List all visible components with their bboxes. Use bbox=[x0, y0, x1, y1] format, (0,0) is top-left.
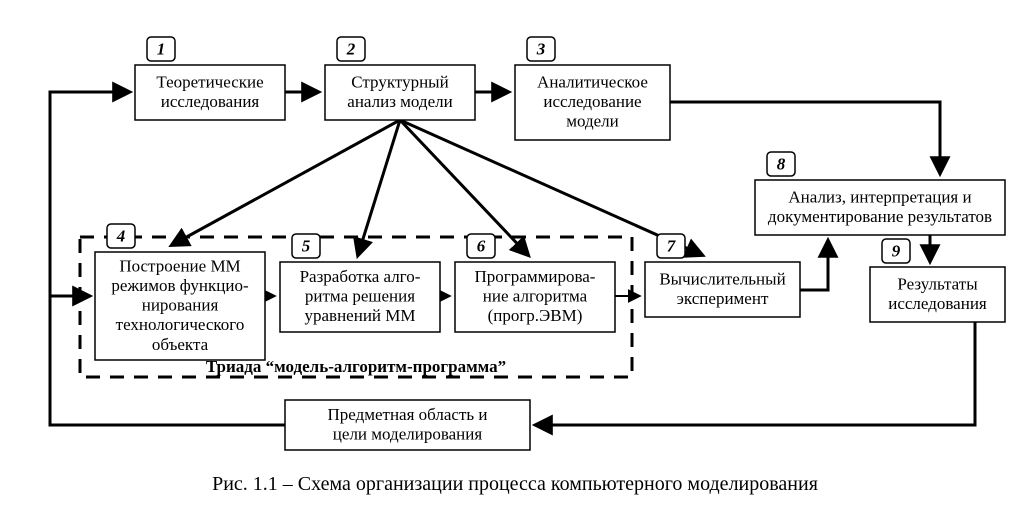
node-label: Построение ММ bbox=[119, 257, 240, 276]
node-n2: Структурныйанализ модели 2 bbox=[325, 37, 475, 120]
node-number: 6 bbox=[477, 236, 486, 255]
node-number: 3 bbox=[536, 39, 546, 58]
node-number-tag: 6 bbox=[467, 234, 495, 258]
node-number: 2 bbox=[346, 39, 356, 58]
node-number-tag: 3 bbox=[527, 37, 555, 61]
triad-label: Триада “модель-алгоритм-программа” bbox=[206, 357, 506, 376]
node-n3: Аналитическоеисследованиемодели 3 bbox=[515, 37, 670, 140]
edge bbox=[400, 120, 528, 255]
node-number: 8 bbox=[777, 154, 786, 173]
node-label: Вычислительный bbox=[659, 269, 785, 288]
node-label: технологического bbox=[116, 315, 245, 334]
node-label: Структурный bbox=[351, 72, 448, 91]
node-number-tag: 5 bbox=[292, 234, 320, 258]
node-number-tag: 9 bbox=[882, 239, 910, 263]
node-label: исследования bbox=[888, 294, 987, 313]
edge bbox=[800, 241, 828, 290]
node-label: Предметная область и bbox=[327, 405, 487, 424]
node-label: эксперимент bbox=[677, 289, 769, 308]
node-number: 5 bbox=[302, 236, 311, 255]
node-label: документирование результатов bbox=[768, 207, 992, 226]
node-label: исследования bbox=[161, 92, 260, 111]
node-n8: Анализ, интерпретация идокументирование … bbox=[755, 152, 1005, 235]
node-number: 4 bbox=[116, 226, 126, 245]
node-label: модели bbox=[566, 112, 619, 131]
node-number-tag: 1 bbox=[147, 37, 175, 61]
node-label: нирования bbox=[142, 296, 219, 315]
node-label: Анализ, интерпретация и bbox=[788, 187, 971, 206]
node-label: объекта bbox=[152, 335, 209, 354]
node-n7: Вычислительныйэксперимент 7 bbox=[645, 234, 800, 317]
flowchart-canvas: Теоретическиеисследования1Структурныйана… bbox=[0, 0, 1031, 511]
node-label: анализ модели bbox=[347, 92, 452, 111]
node-n9: Результатыисследования 9 bbox=[870, 239, 1005, 322]
figure-caption: Рис. 1.1 – Схема организации процесса ко… bbox=[212, 473, 818, 495]
node-label: ние алгоритма bbox=[483, 287, 588, 306]
edge bbox=[536, 322, 975, 425]
node-label: уравнений ММ bbox=[305, 306, 416, 325]
node-label: исследование bbox=[543, 92, 641, 111]
edge bbox=[670, 102, 940, 173]
node-n10: Предметная область ицели моделирования bbox=[285, 400, 530, 450]
node-label: (прогр.ЭВМ) bbox=[488, 306, 583, 325]
node-label: ритма решения bbox=[305, 287, 415, 306]
node-label: Разработка алго- bbox=[300, 267, 421, 286]
node-label: Теоретические bbox=[156, 72, 263, 91]
node-label: Результаты bbox=[897, 274, 978, 293]
node-number-tag: 7 bbox=[657, 234, 685, 258]
node-label: цели моделирования bbox=[333, 424, 483, 443]
node-number-tag: 2 bbox=[337, 37, 365, 61]
node-n6: Программирова-ние алгоритма(прогр.ЭВМ) 6 bbox=[455, 234, 615, 332]
node-n4: Построение ММрежимов функцио-нированияте… bbox=[95, 224, 265, 360]
node-label: режимов функцио- bbox=[111, 276, 249, 295]
node-number: 1 bbox=[157, 39, 166, 58]
node-label: Аналитическое bbox=[537, 73, 648, 92]
nodes-layer: Теоретическиеисследования1Структурныйана… bbox=[95, 37, 1005, 450]
node-label: Программирова- bbox=[475, 267, 596, 286]
node-number-tag: 4 bbox=[107, 224, 135, 248]
node-number-tag: 8 bbox=[767, 152, 795, 176]
node-number: 9 bbox=[892, 241, 901, 260]
node-n1: Теоретическиеисследования 1 bbox=[135, 37, 285, 120]
